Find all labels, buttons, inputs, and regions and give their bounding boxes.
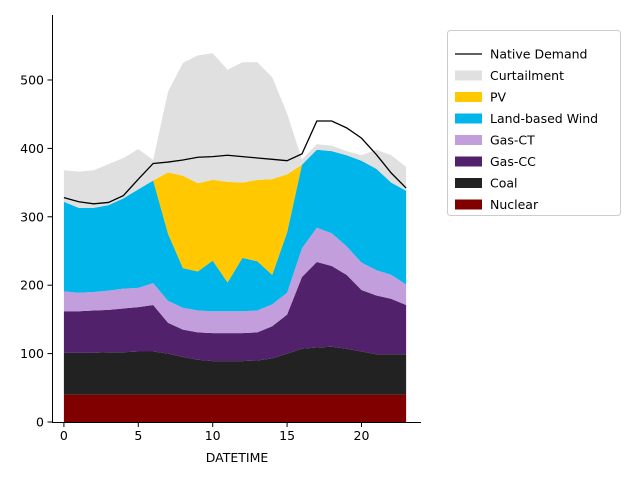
legend-swatch-nuclear: [455, 199, 482, 210]
legend: Native Demand Curtailment PV Land-based Win…: [447, 30, 621, 216]
legend-swatch-gas-cc: [455, 156, 482, 167]
area-pv: [63, 149, 407, 283]
legend-label-nuclear: Nuclear: [490, 197, 539, 212]
area-land-based-wind: [63, 149, 407, 312]
legend-label-land-based-wind: Land-based Wind: [490, 111, 598, 126]
x-axis-label: DATETIME: [206, 450, 269, 465]
legend-swatch-pv: [455, 92, 482, 102]
area-nuclear: [63, 394, 407, 422]
x-tick-label: 10: [205, 428, 221, 443]
native-demand-line: [63, 120, 407, 205]
x-tick-label: 15: [279, 428, 295, 443]
y-tick-label: 400: [20, 141, 44, 156]
axes: 0 5 10 15 20 0 100 200 300 400 500 DATETIME: [20, 15, 421, 465]
y-tick-label: 300: [20, 209, 44, 224]
legend-label-gas-ct: Gas-CT: [490, 133, 535, 148]
legend-swatch-coal: [455, 178, 482, 188]
legend-label-native-demand: Native Demand: [490, 47, 587, 62]
legend-label-curtailment: Curtailment: [490, 68, 564, 83]
y-tick-label: 200: [20, 278, 44, 293]
legend-swatch-land-based-wind: [455, 113, 482, 124]
legend-frame: [447, 30, 621, 216]
stacked-areas: [63, 53, 407, 422]
legend-label-pv: PV: [490, 90, 507, 105]
x-tick-label: 20: [354, 428, 370, 443]
legend-label-gas-cc: Gas-CC: [490, 154, 536, 169]
legend-swatch-gas-ct: [455, 135, 482, 145]
y-tick-label: 100: [20, 346, 44, 361]
y-tick-label: 500: [20, 72, 44, 87]
area-coal: [63, 346, 407, 395]
x-tick-label: 0: [60, 428, 68, 443]
area-gas-ct: [63, 227, 407, 334]
area-curtailment: [63, 53, 407, 208]
x-tick-label: 5: [134, 428, 142, 443]
y-ticks: 0 100 200 300 400 500: [20, 72, 53, 430]
legend-label-coal: Coal: [490, 176, 518, 191]
x-ticks: 0 5 10 15 20: [60, 422, 370, 443]
y-tick-label: 0: [36, 415, 44, 430]
legend-swatch-curtailment: [455, 70, 482, 81]
area-gas-cc: [63, 261, 407, 362]
